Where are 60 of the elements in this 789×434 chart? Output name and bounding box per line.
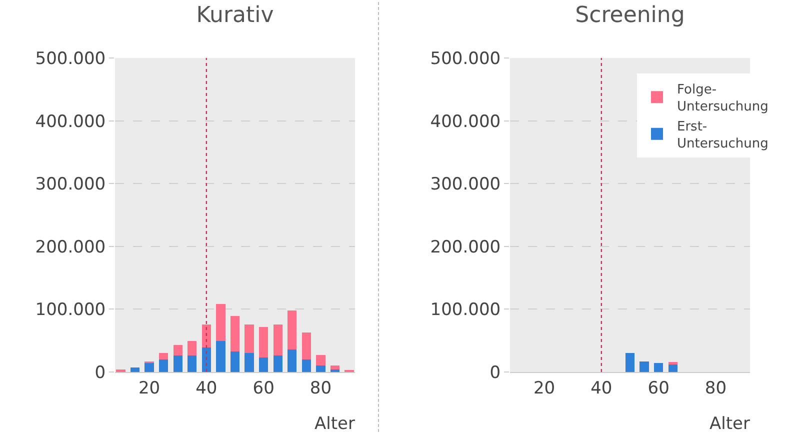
- bar: [130, 368, 140, 372]
- y-tick-label: 0: [490, 362, 501, 383]
- x-tick-label: 20: [533, 378, 556, 398]
- y-tick-label: 200.000: [430, 237, 501, 258]
- legend-label: Erst-Untersuchung: [677, 120, 768, 152]
- bar: [173, 345, 182, 356]
- y-tick-label: 400.000: [35, 112, 106, 132]
- bar: [288, 310, 297, 350]
- x-tick-label: 60: [252, 378, 274, 398]
- bar: [316, 355, 326, 366]
- bar: [230, 316, 240, 352]
- y-tick-label: 500.000: [430, 48, 501, 69]
- y-tick-label: 500.000: [35, 48, 106, 69]
- bar: [302, 332, 311, 360]
- y-tick-label: 100.000: [430, 300, 501, 320]
- x-tick-label: 40: [196, 378, 218, 398]
- y-tick-label: 400.000: [430, 112, 501, 132]
- bar: [668, 362, 678, 364]
- bar: [259, 358, 268, 372]
- bar: [302, 359, 311, 372]
- bar: [273, 324, 282, 356]
- x-axis-title: Alter: [314, 414, 356, 434]
- y-tick-label: 300.000: [430, 174, 501, 195]
- x-axis-title: Alter: [710, 414, 750, 434]
- bar: [230, 351, 240, 372]
- bar: [316, 366, 326, 372]
- bar: [116, 369, 126, 372]
- y-tick-label: 0: [94, 362, 106, 383]
- bar: [159, 359, 168, 372]
- bar: [159, 353, 168, 360]
- bar: [288, 349, 297, 372]
- x-tick-label: 20: [138, 378, 160, 398]
- bar: [188, 356, 197, 372]
- x-tick-label: 60: [648, 378, 670, 398]
- y-tick-label: 200.000: [35, 237, 106, 258]
- bar: [244, 353, 254, 372]
- chart-title: Screening: [575, 2, 685, 28]
- x-tick-label: 40: [590, 378, 612, 398]
- bar: [259, 326, 268, 358]
- chart-title: Kurativ: [196, 2, 274, 28]
- y-tick-label: 100.000: [35, 300, 106, 320]
- bar: [273, 356, 282, 372]
- bar: [216, 341, 226, 372]
- x-tick-label: 80: [310, 378, 332, 398]
- bar: [144, 363, 154, 372]
- legend-label: Folge-Untersuchung: [677, 82, 768, 115]
- bar: [625, 353, 635, 372]
- bar: [330, 369, 340, 372]
- y-tick-label: 300.000: [35, 174, 106, 195]
- bar: [654, 363, 664, 372]
- bar: [202, 324, 211, 348]
- bar: [188, 341, 197, 356]
- bar: [202, 348, 211, 372]
- bar: [668, 364, 678, 372]
- bar: [640, 361, 649, 372]
- x-tick-label: 80: [704, 378, 727, 398]
- bar: [173, 356, 182, 372]
- bar: [216, 304, 226, 342]
- bar: [244, 324, 254, 354]
- bar: [330, 366, 340, 370]
